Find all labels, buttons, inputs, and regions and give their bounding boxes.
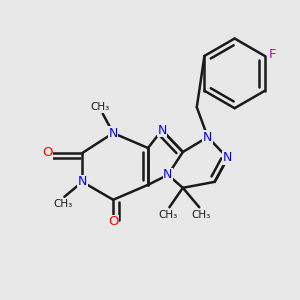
Text: CH₃: CH₃ (91, 102, 110, 112)
Text: CH₃: CH₃ (191, 210, 210, 220)
Text: F: F (268, 48, 276, 61)
Text: O: O (42, 146, 53, 160)
Text: N: N (203, 130, 212, 144)
Text: N: N (223, 152, 232, 164)
Text: O: O (108, 215, 119, 228)
Text: N: N (157, 124, 167, 136)
Text: N: N (78, 176, 87, 188)
Text: N: N (109, 127, 118, 140)
Text: CH₃: CH₃ (158, 210, 178, 220)
Text: CH₃: CH₃ (53, 199, 73, 209)
Text: N: N (163, 168, 172, 182)
